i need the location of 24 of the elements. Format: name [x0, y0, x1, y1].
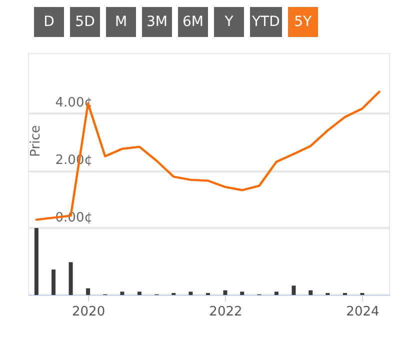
category-label: Y [214, 7, 244, 37]
bar [68, 262, 73, 295]
category-label: D [34, 7, 64, 37]
category-label: M [106, 7, 136, 37]
bar [292, 286, 296, 295]
bar [188, 292, 193, 295]
bar [86, 288, 90, 295]
x-tick-label: 2020 [72, 304, 106, 320]
bar [308, 290, 313, 295]
category-label: 5Y [288, 7, 318, 37]
bar [120, 292, 124, 295]
y-axis-title: Price [28, 125, 44, 157]
bar [274, 292, 278, 295]
bar [34, 228, 38, 295]
category-label: 3M [142, 7, 172, 37]
category-label: 6M [178, 7, 208, 37]
bar [223, 290, 228, 295]
x-tick-label: 2022 [209, 304, 242, 320]
x-tick-label: 2024 [346, 304, 380, 320]
bar [52, 270, 56, 295]
bar [240, 292, 244, 295]
category-label: YTD [250, 7, 282, 37]
category-label: 5D [70, 7, 100, 37]
bar [137, 292, 142, 295]
